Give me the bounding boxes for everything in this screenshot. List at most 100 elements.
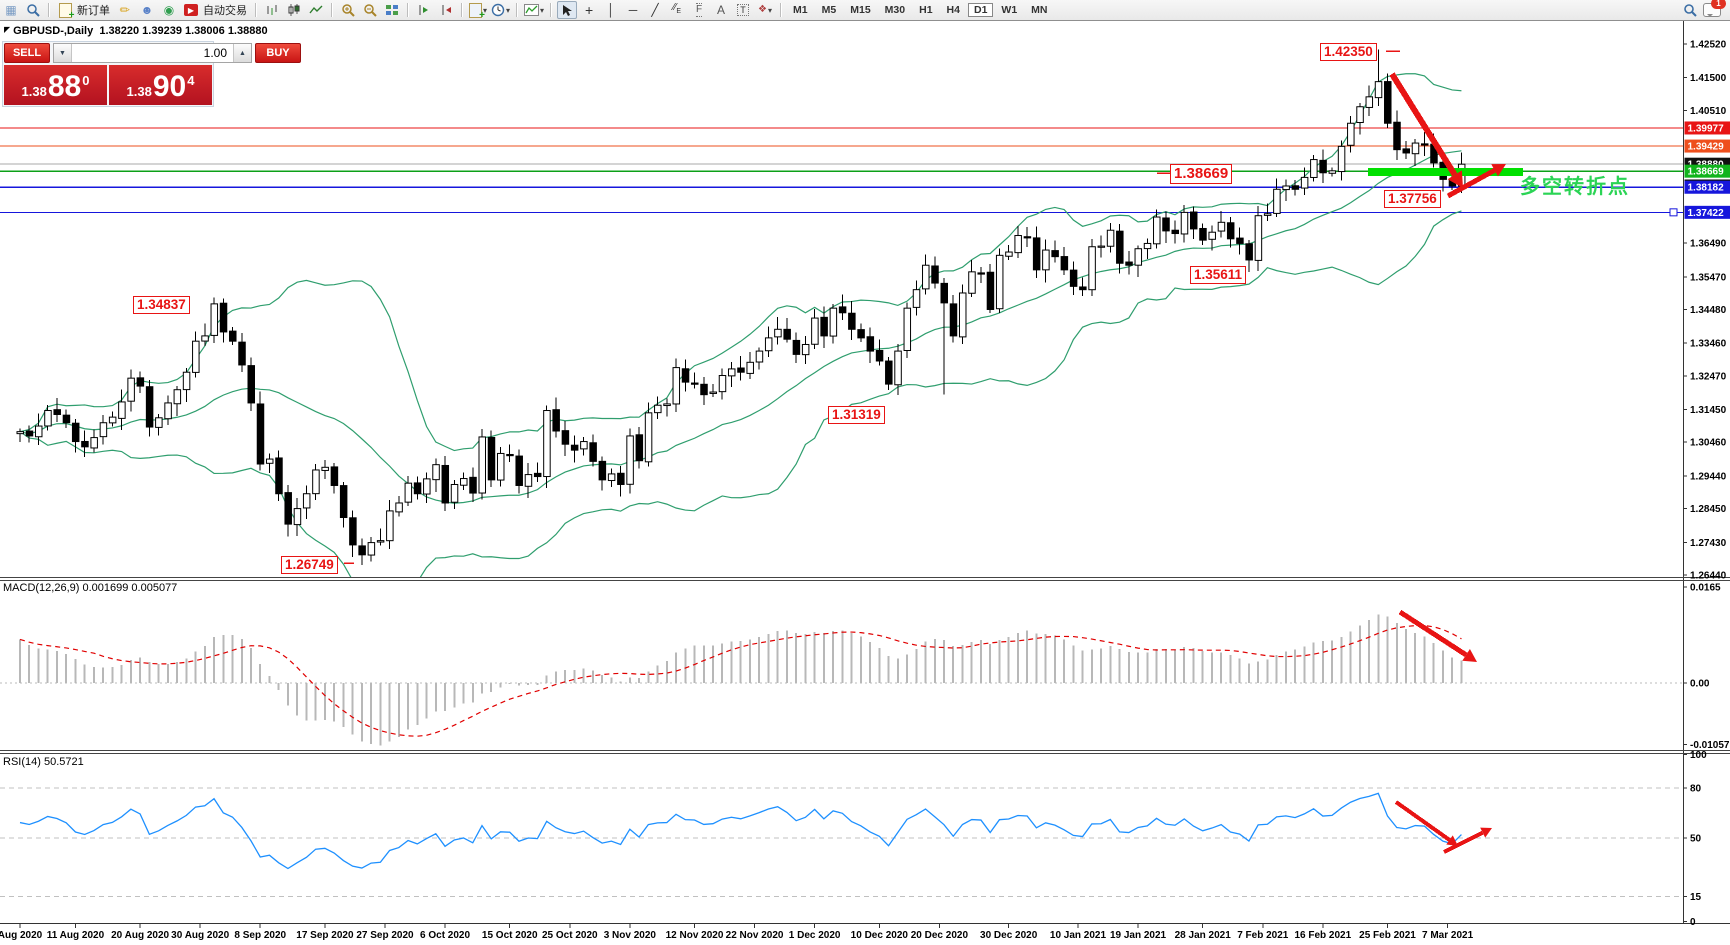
profile-icon[interactable]: ☻ (140, 3, 154, 17)
timeframe-mn[interactable]: MN (1031, 4, 1048, 16)
buy-price-base: 1.38 (126, 84, 152, 99)
svg-text:1.42520: 1.42520 (1690, 40, 1727, 51)
svg-text:20 Dec 2020: 20 Dec 2020 (911, 930, 969, 941)
timeframe-m15[interactable]: M15 (850, 4, 871, 16)
svg-text:27 Sep 2020: 27 Sep 2020 (356, 930, 414, 941)
trend-arrow[interactable] (1480, 827, 1492, 838)
new-chart-icon[interactable]: + ▾ (468, 1, 488, 20)
svg-text:19 Jan 2021: 19 Jan 2021 (1110, 930, 1167, 941)
market-signal-icon[interactable]: ◉ (163, 3, 175, 17)
vertical-line-tool-icon[interactable]: │ (607, 3, 615, 17)
timeframe-h4[interactable]: H4 (946, 4, 960, 16)
svg-text:17 Sep 2020: 17 Sep 2020 (296, 930, 354, 941)
timeframe-h1[interactable]: H1 (919, 4, 933, 16)
trend-arrow[interactable] (1462, 649, 1477, 662)
trend-arrow[interactable] (1447, 170, 1463, 188)
svg-text:8 Sep 2020: 8 Sep 2020 (234, 930, 286, 941)
toolbar-separator (331, 3, 333, 17)
arrows-tool-icon[interactable]: ❖ ▾ (758, 4, 773, 15)
sell-price-box[interactable]: 1.38 88 0 (4, 65, 107, 105)
volume-input[interactable] (72, 44, 233, 62)
toolbar-separator (255, 3, 257, 17)
svg-text:1.27430: 1.27430 (1690, 538, 1727, 549)
svg-text:1.38669: 1.38669 (1688, 167, 1725, 178)
volume-decrease-button[interactable]: ▼ (54, 44, 72, 62)
macd-layer (0, 614, 1683, 746)
zoom-in-icon[interactable] (338, 1, 358, 19)
sell-button[interactable]: SELL (4, 43, 50, 63)
timeframe-m5[interactable]: M5 (821, 4, 837, 16)
svg-text:10 Dec 2020: 10 Dec 2020 (851, 930, 909, 941)
svg-text:Aug 2020: Aug 2020 (0, 930, 43, 941)
text-label-tool-icon[interactable]: T (733, 1, 753, 19)
price-axis-badge (1684, 121, 1730, 135)
trend-arrow[interactable] (1446, 835, 1458, 846)
chart-symbol: GBPUSD-,Daily (13, 25, 94, 37)
svg-text:1.39429: 1.39429 (1688, 142, 1725, 153)
sell-price-base: 1.38 (21, 84, 47, 99)
autotrading-icon[interactable]: ▶ (181, 1, 201, 19)
svg-text:1.26440: 1.26440 (1690, 570, 1727, 581)
text-tool-icon[interactable]: A (717, 3, 726, 17)
notifications-icon[interactable]: 1 (1702, 0, 1726, 19)
timeframe-m1[interactable]: M1 (793, 4, 808, 16)
svg-text:1.31450: 1.31450 (1690, 405, 1727, 416)
channel-tool-icon[interactable]: ⁄⁄E (673, 2, 682, 15)
overlay-layer: 1.399771.394291.388801.382201.386691.381… (344, 50, 1730, 854)
cursor-tool-icon[interactable] (557, 1, 578, 19)
svg-text:1.29440: 1.29440 (1690, 471, 1727, 482)
new-order-label[interactable]: 新订单 (77, 5, 110, 17)
pivot-zone-bar[interactable] (1368, 168, 1523, 176)
svg-text:10 Jan 2021: 10 Jan 2021 (1050, 930, 1107, 941)
indicators-icon[interactable]: ▾ (523, 1, 545, 19)
svg-text:100: 100 (1690, 750, 1707, 761)
trend-arrow[interactable] (1491, 164, 1506, 177)
trendline-tool-icon[interactable]: ╱ (651, 3, 659, 17)
line-chart-mode-icon[interactable] (306, 1, 326, 19)
new-order-icon[interactable]: + (55, 1, 75, 20)
rsi-label: RSI(14) 50.5721 (3, 756, 84, 768)
zoom-out-icon[interactable] (360, 1, 380, 19)
bar-chart-mode-icon[interactable] (262, 1, 282, 19)
svg-text:3 Nov 2020: 3 Nov 2020 (604, 930, 657, 941)
sell-price-point: 0 (82, 73, 90, 88)
toolbar-separator (780, 3, 783, 17)
buy-price-box[interactable]: 1.38 90 4 (109, 65, 212, 105)
svg-text:30 Dec 2020: 30 Dec 2020 (980, 930, 1038, 941)
print-preview-icon[interactable] (23, 1, 43, 19)
svg-text:0: 0 (1690, 917, 1696, 928)
chart-shift-icon[interactable] (414, 1, 434, 19)
autotrading-label[interactable]: 自动交易 (203, 5, 247, 17)
candlestick-mode-icon[interactable] (284, 1, 304, 19)
volume-increase-button[interactable]: ▲ (233, 44, 251, 62)
buy-button[interactable]: BUY (255, 43, 301, 63)
fibonacci-tool-icon[interactable]: F (695, 3, 703, 17)
svg-text:1.30460: 1.30460 (1690, 438, 1727, 449)
horizontal-line-tool-icon[interactable]: ─ (628, 3, 638, 17)
chart-window-icon[interactable]: ▦ (5, 3, 17, 17)
svg-text:15 Oct 2020: 15 Oct 2020 (482, 930, 538, 941)
svg-text:12 Nov 2020: 12 Nov 2020 (666, 930, 724, 941)
auto-scroll-icon[interactable] (436, 1, 456, 19)
tile-windows-icon[interactable] (382, 1, 402, 19)
period-clock-icon[interactable]: ▾ (490, 1, 511, 19)
crosshair-tool-icon[interactable]: + (584, 2, 594, 18)
main-chart-layer (0, 49, 1683, 577)
svg-text:1.33460: 1.33460 (1690, 339, 1727, 350)
svg-text:16 Feb 2021: 16 Feb 2021 (1294, 930, 1351, 941)
chart-title: ◤ GBPUSD-,Daily 1.38220 1.39239 1.38006 1… (4, 25, 268, 37)
crayon-icon[interactable]: ✎ (116, 1, 134, 19)
svg-text:7 Feb 2021: 7 Feb 2021 (1237, 930, 1289, 941)
timeframe-m30[interactable]: M30 (884, 4, 906, 16)
svg-text:20 Aug 2020: 20 Aug 2020 (111, 930, 169, 941)
timeframe-w1[interactable]: W1 (1001, 4, 1018, 16)
search-icon[interactable] (1680, 1, 1700, 19)
rsi-layer (0, 787, 1683, 897)
line-handle[interactable] (1669, 208, 1678, 217)
svg-text:1.34480: 1.34480 (1690, 305, 1727, 316)
svg-text:1.40510: 1.40510 (1690, 106, 1727, 117)
svg-text:15: 15 (1690, 892, 1702, 903)
timeframe-d1[interactable]: D1 (967, 3, 994, 17)
